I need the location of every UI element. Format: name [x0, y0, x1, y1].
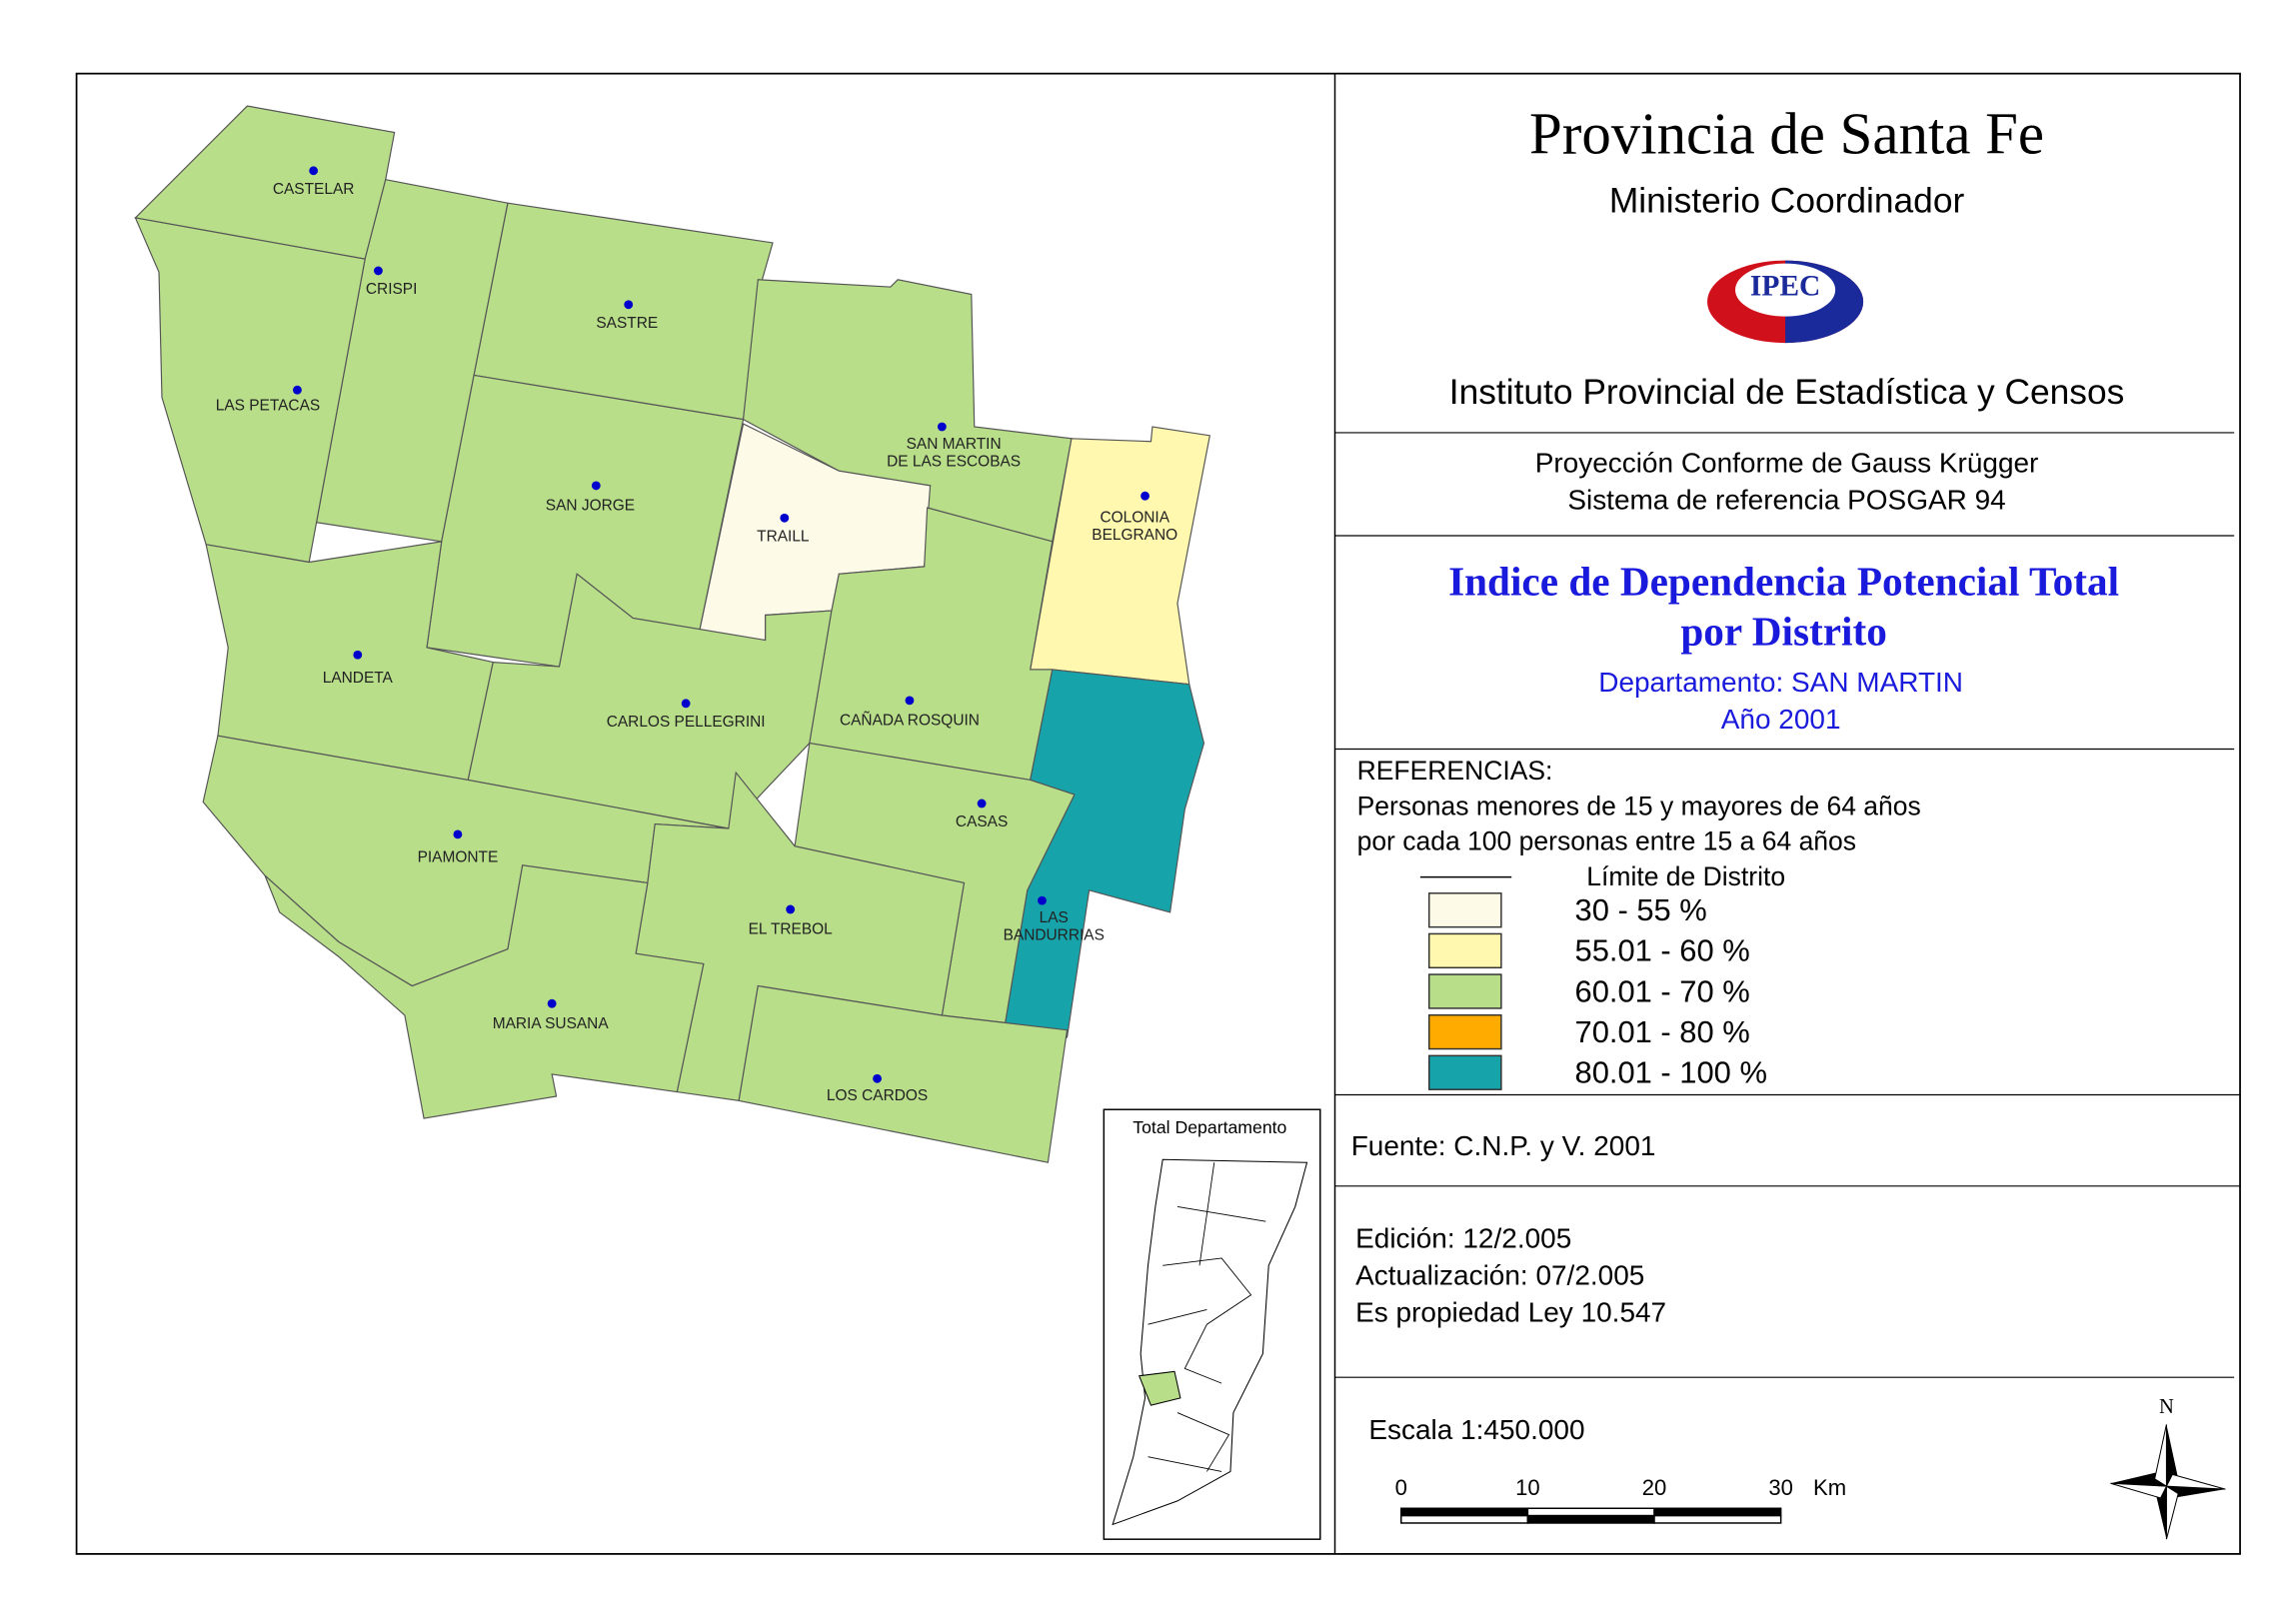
locality-dot: [624, 300, 634, 310]
scale-tick-label: 10: [1515, 1475, 1540, 1500]
district-label: MARIA SUSANA: [493, 1015, 610, 1032]
frame: [75, 72, 2241, 1555]
inset: Total Departamento: [1103, 1108, 1321, 1540]
legend-title: REFERENCIAS:: [1357, 756, 1553, 786]
scale-tick-label: 0: [1395, 1475, 1407, 1500]
scale-tick-label: 20: [1642, 1475, 1667, 1500]
locality-dot: [937, 422, 947, 432]
legend-label: 30 - 55 %: [1575, 892, 1707, 927]
district-label: CASAS: [956, 813, 1008, 830]
scale-segment: [1526, 1514, 1655, 1524]
scale-text: Escala 1:450.000: [1368, 1414, 1584, 1445]
source: Fuente: C.N.P. y V. 2001: [1351, 1130, 1656, 1161]
title: Provincia de Santa Fe: [1529, 101, 2044, 166]
district-label: EL TREBOL: [749, 921, 834, 938]
locality-dot: [1141, 491, 1149, 501]
district-label: BANDURRIAS: [1004, 927, 1105, 944]
district-label: PIAMONTE: [418, 849, 499, 866]
legend: REFERENCIAS: Personas menores de 15 y ma…: [1357, 756, 1921, 1090]
scale-segment: [1400, 1507, 1529, 1517]
scale-segment: [1526, 1507, 1655, 1517]
scale-tick-label: 30: [1768, 1475, 1793, 1500]
district-label: SASTRE: [596, 315, 658, 332]
district-label: CASTELAR: [273, 181, 355, 198]
projection: Proyección Conforme de Gauss Krügger: [1535, 448, 2039, 479]
legend-description: Personas menores de 15 y mayores de 64 a…: [1357, 791, 1921, 820]
legend-swatch: [1427, 1054, 1502, 1090]
district-label: CRISPI: [366, 281, 418, 298]
district-label: TRAILL: [757, 529, 810, 546]
locality-dot: [1038, 895, 1047, 905]
province-outline: [1112, 1158, 1308, 1526]
locality-dot: [309, 166, 319, 176]
legend-label: 70.01 - 80 %: [1575, 1014, 1750, 1049]
district-label: LOS CARDOS: [827, 1087, 928, 1104]
legend-swatch: [1427, 973, 1502, 1009]
department: Departamento: SAN MARTIN: [1598, 667, 1963, 698]
scale-segment: [1653, 1514, 1782, 1524]
districts: CASTELAR CRISPI LAS PETACAS SASTRE SAN JORGE…: [134, 105, 1211, 1163]
locality-dot: [353, 650, 363, 660]
year: Año 2001: [1721, 704, 1841, 735]
district: [264, 864, 705, 1119]
inset-title: Total Departamento: [1133, 1117, 1286, 1137]
district-label: SAN JORGE: [546, 498, 635, 515]
locality-dot: [293, 385, 302, 395]
district-label: COLONIA: [1100, 509, 1169, 526]
compass-light: [2110, 1424, 2226, 1540]
district-label: LAS PETACAS: [216, 397, 321, 414]
legend-swatch: [1427, 1013, 1502, 1050]
locality-dot: [873, 1073, 882, 1083]
legend-label: 60.01 - 70 %: [1575, 973, 1750, 1008]
district-label: BELGRANO: [1092, 527, 1177, 544]
locality-dot: [591, 481, 601, 491]
subtitle: Ministerio Coordinador: [1609, 182, 1965, 221]
legend-label: 55.01 - 60 %: [1575, 933, 1750, 968]
north-label: N: [2159, 1396, 2174, 1418]
north-arrow: N: [2110, 1396, 2226, 1540]
header: Provincia de Santa Fe Ministerio Coordin…: [1448, 101, 2124, 734]
locality-dot: [453, 829, 463, 839]
inset-boundaries: [1148, 1162, 1266, 1472]
scale-segment: [1400, 1514, 1529, 1524]
inset-highlight: [1138, 1370, 1181, 1406]
scale-bar: 0 10 20 30 Km: [1395, 1475, 1846, 1524]
district-label: SAN MARTIN: [907, 436, 1002, 453]
panel-rules: [1334, 432, 2241, 1378]
district: [738, 984, 1069, 1163]
district-label: CARLOS PELLEGRINI: [607, 714, 766, 731]
district-label: CAÑADA ROSQUIN: [840, 713, 980, 730]
scale-unit: Km: [1813, 1475, 1846, 1500]
locality-dot: [681, 699, 691, 709]
district-label: LANDETA: [323, 670, 394, 687]
locality-dot: [780, 513, 790, 523]
compass-dark: [2110, 1424, 2226, 1540]
projection: Sistema de referencia POSGAR 94: [1567, 485, 2005, 516]
edition: Edición: 12/2.005: [1355, 1223, 1571, 1254]
edition: Actualización: 07/2.005: [1355, 1259, 1644, 1290]
legend-description: por cada 100 personas entre 15 a 64 años: [1357, 826, 1856, 856]
map-title: Indice de Dependencia Potencial Total: [1448, 558, 2119, 604]
map-title: por Distrito: [1680, 609, 1886, 655]
district-label: LAS: [1040, 909, 1069, 926]
locality-dot: [547, 998, 557, 1008]
legend-label: 80.01 - 100 %: [1575, 1055, 1767, 1090]
district-label: DE LAS ESCOBAS: [887, 453, 1021, 470]
legend-swatch: [1427, 892, 1502, 928]
legend-swatch: [1427, 932, 1502, 969]
locality-dot: [786, 904, 796, 914]
locality-dot: [977, 799, 987, 809]
logo-text: IPEC: [1750, 270, 1820, 302]
institute: Instituto Provincial de Estadística y Ce…: [1449, 373, 2124, 412]
scale-segment: [1653, 1507, 1782, 1517]
edition: Es propiedad Ley 10.547: [1355, 1296, 1666, 1327]
locality-dot: [373, 266, 383, 276]
legend-boundary: Límite de Distrito: [1586, 861, 1785, 891]
locality-dot: [905, 696, 915, 706]
logo-band: [1735, 263, 1836, 317]
